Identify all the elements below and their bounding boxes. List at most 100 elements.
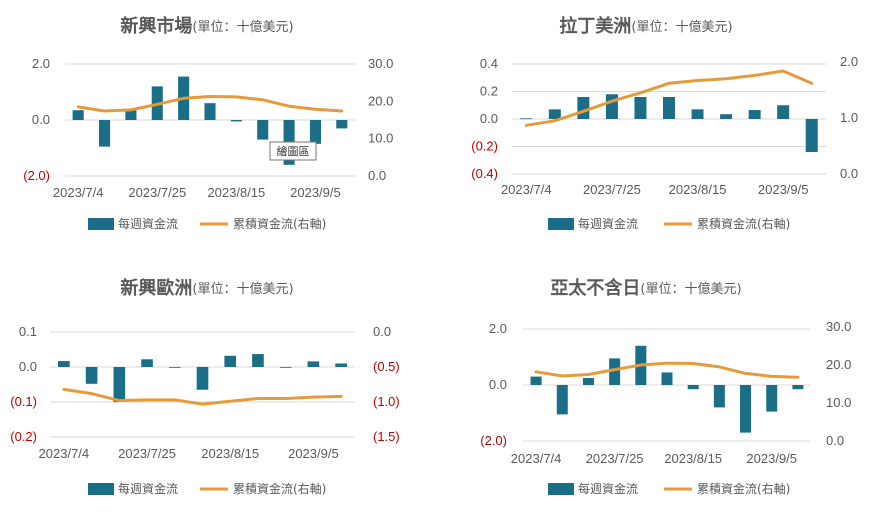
- legend-label: 每週資金流: [578, 481, 638, 496]
- bar: [605, 94, 618, 119]
- legend-label: 累積資金流(右軸): [233, 216, 326, 231]
- left-tick-label: 0.0: [19, 359, 37, 374]
- chart-1: 新興市場(單位：十億美元) 2.0 0.0 (2.0) 30.0 20.0 10.0 0.0 2…: [23, 15, 393, 231]
- right-tick-label: 10.0: [368, 131, 393, 146]
- bar: [661, 372, 673, 385]
- right-tick-label: (0.5): [373, 359, 400, 374]
- right-tick-label: 0.0: [840, 166, 858, 181]
- x-tick-label: 2023/9/5: [758, 182, 809, 197]
- legend-bar-swatch: [548, 218, 574, 230]
- bar: [609, 358, 621, 385]
- series-line: [534, 361, 800, 379]
- right-tick-label: 10.0: [826, 395, 851, 410]
- chart-title: 拉丁美洲(單位：十億美元): [559, 15, 732, 37]
- left-tick-label: 0.1: [19, 324, 37, 339]
- left-tick-label: 0.4: [480, 56, 498, 71]
- x-tick-label: 2023/8/15: [201, 446, 259, 461]
- chart-title: 新興市場(單位：十億美元): [120, 15, 293, 37]
- x-tick-label: 2023/7/25: [586, 451, 644, 466]
- left-tick-label: (0.2): [10, 429, 37, 444]
- bar: [663, 97, 675, 119]
- left-tick-label: 0.0: [32, 112, 50, 127]
- bar: [85, 367, 98, 384]
- bar: [520, 118, 533, 120]
- legend-label: 累積資金流(右軸): [697, 216, 790, 231]
- bar: [720, 114, 733, 119]
- left-tick-label: (0.2): [471, 139, 498, 154]
- left-tick-label: 2.0: [489, 321, 507, 336]
- x-tick-label: 2023/7/4: [53, 185, 104, 200]
- series-line: [76, 95, 344, 113]
- legend-label: 每週資金流: [118, 216, 178, 231]
- x-tick-label: 2023/7/4: [511, 451, 562, 466]
- series-line: [524, 69, 814, 127]
- right-tick-label: 1.0: [840, 110, 858, 125]
- plot-area-tooltip: 繪圖區: [269, 141, 317, 161]
- x-tick-label: 2023/8/15: [207, 185, 265, 200]
- x-tick-label: 2023/7/4: [39, 446, 90, 461]
- legend-bar-swatch: [548, 483, 574, 495]
- left-tick-label: 0.2: [480, 84, 498, 99]
- x-tick-label: 2023/8/15: [669, 182, 727, 197]
- x-tick-label: 2023/8/15: [664, 451, 722, 466]
- right-tick-label: (1.5): [373, 429, 400, 444]
- bar: [72, 110, 84, 120]
- right-tick-label: 2.0: [840, 54, 858, 69]
- bar: [279, 367, 292, 368]
- legend-label: 每週資金流: [118, 481, 178, 496]
- bar: [687, 385, 699, 390]
- bar: [113, 367, 126, 402]
- x-tick-label: 2023/9/5: [746, 451, 797, 466]
- tooltip-text: 繪圖區: [277, 144, 310, 158]
- bar: [309, 120, 321, 144]
- chart-4: 亞太不含日(單位：十億美元) 2.0 0.0 (2.0) 30.0 20.0 10.0 0.0…: [480, 277, 851, 496]
- bar: [204, 103, 216, 120]
- bar: [713, 385, 725, 408]
- bar: [805, 119, 818, 152]
- left-tick-label: (0.4): [471, 166, 498, 181]
- bar: [792, 385, 804, 390]
- series-line: [62, 387, 343, 406]
- bar: [548, 109, 561, 119]
- bar: [634, 97, 647, 119]
- bar: [125, 110, 137, 120]
- bar: [58, 361, 70, 367]
- left-tick-label: 0.0: [489, 377, 507, 392]
- bar: [196, 367, 209, 390]
- right-tick-label: 0.0: [826, 433, 844, 448]
- chart-3: 新興歐洲(單位：十億美元) 0.1 0.0 (0.1) (0.2) 0.0 (0.5) (1.…: [10, 277, 399, 496]
- bar: [577, 97, 590, 119]
- bar: [224, 355, 237, 367]
- bar: [556, 385, 568, 415]
- bar: [530, 376, 542, 385]
- bar: [230, 120, 242, 122]
- right-tick-label: 20.0: [826, 357, 851, 372]
- bar: [168, 367, 181, 368]
- bar: [252, 354, 264, 367]
- legend-bar-swatch: [88, 218, 114, 230]
- left-tick-label: (0.1): [10, 394, 37, 409]
- bar: [748, 110, 761, 119]
- x-tick-label: 2023/9/5: [288, 446, 339, 461]
- legend-label: 累積資金流(右軸): [697, 481, 790, 496]
- right-tick-label: 20.0: [368, 93, 393, 108]
- bar: [257, 120, 269, 140]
- bar: [336, 120, 348, 129]
- bar: [766, 385, 778, 412]
- bar: [99, 120, 111, 147]
- left-tick-label: (2.0): [480, 433, 507, 448]
- bar: [740, 385, 752, 433]
- bar: [582, 378, 594, 385]
- bar: [141, 359, 153, 367]
- chart-title: 亞太不含日(單位：十億美元): [550, 277, 741, 299]
- bar: [777, 105, 790, 119]
- chart-2: 拉丁美洲(單位：十億美元) 0.4 0.2 0.0 (0.2) (0.4) 2.0 1.0 0.…: [471, 15, 858, 231]
- right-tick-label: 30.0: [368, 56, 393, 71]
- x-tick-label: 2023/9/5: [290, 185, 341, 200]
- tooltip-box: [269, 141, 317, 161]
- right-tick-label: 0.0: [373, 324, 391, 339]
- right-tick-label: 30.0: [826, 319, 851, 334]
- bar: [307, 361, 320, 367]
- legend-bar-swatch: [88, 483, 114, 495]
